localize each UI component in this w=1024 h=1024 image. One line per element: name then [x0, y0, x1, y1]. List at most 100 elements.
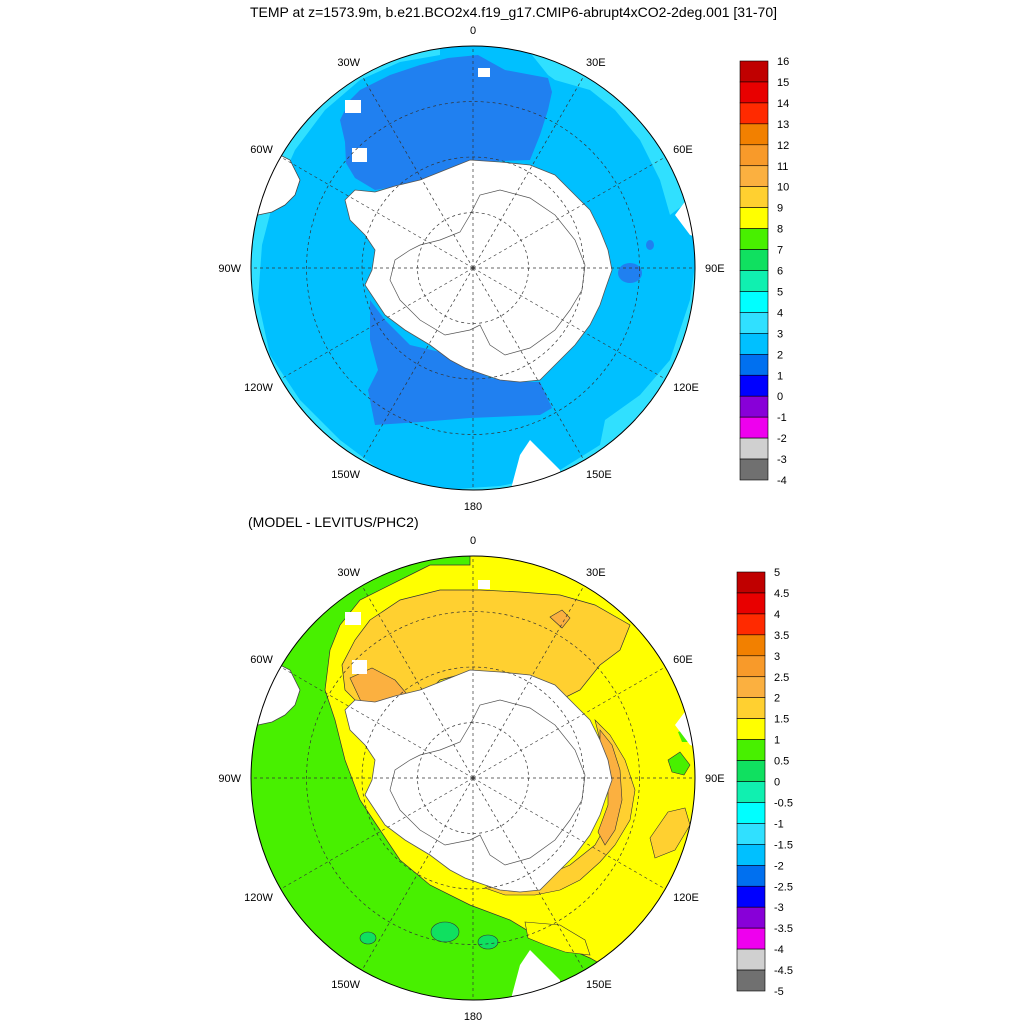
longitude-label: 90E [705, 263, 725, 275]
colorbar-tick-label: 15 [777, 77, 789, 89]
colorbar-swatch [736, 634, 766, 657]
meridian-line [361, 267, 474, 461]
meridian-line [472, 585, 585, 779]
colorbar-tick-label: 0 [777, 391, 783, 403]
green-patch-south-2 [477, 934, 499, 950]
colorbar-tick-label: -1 [777, 412, 787, 424]
latitude-circle [306, 101, 640, 435]
green-patch-east [667, 751, 691, 776]
meridian-line [472, 267, 585, 461]
colorbar-tick-label: 5 [774, 567, 780, 579]
colorbar-tick-label: 9 [777, 203, 783, 215]
colorbar-tick-label: 3 [777, 328, 783, 340]
cold-spot-east [618, 263, 642, 283]
colorbar-tick-label: 4.5 [774, 588, 789, 600]
colorbar-tick-label: -3 [774, 902, 784, 914]
meridian-line [280, 666, 474, 779]
longitude-label: 60W [250, 144, 273, 156]
meridian-line [472, 777, 666, 890]
longitude-label: 30E [586, 57, 606, 69]
top-temperature-map: 0 30E 60E 90E 120E 150E 180 150W 120W 90W 60W 30W [218, 25, 724, 513]
colorbar-tick-label: -2.5 [774, 881, 793, 893]
longitude-label: 90W [218, 773, 241, 785]
colorbar-tick-label: 0 [774, 777, 780, 789]
colorbar-swatch [736, 739, 766, 761]
island-south-sandwich [352, 148, 367, 162]
longitude-label: 0 [470, 535, 476, 547]
colorbar-swatch [736, 948, 766, 971]
colorbar-tick-label: 3.5 [774, 630, 789, 642]
longitude-label: 150E [586, 979, 612, 991]
longitude-label: 180 [464, 1011, 482, 1023]
colorbar-swatch [736, 718, 766, 740]
colorbar-swatch [739, 228, 769, 250]
colorbar-tick-label: 13 [777, 119, 789, 131]
island-south-georgia [345, 612, 361, 625]
island-south-georgia [345, 100, 361, 113]
longitude-label: 120W [244, 382, 273, 394]
green-patch-south-1 [430, 921, 460, 943]
longitude-label: 30E [586, 567, 606, 579]
colorbar-tick-label: 1.5 [774, 714, 789, 726]
meridian-line [472, 777, 585, 971]
colorbar-swatch [739, 186, 769, 208]
longitude-label: 60W [250, 654, 273, 666]
colorbar-swatch [739, 102, 769, 125]
orange-patch-north [549, 609, 571, 629]
longitude-labels: 0 30E 60E 90E 120E 150E 180 150W 120W 90W 60W 30W [218, 25, 724, 513]
difference-map: 0 30E 60E 90E 120E 150E 180 150W 120W 90W 60W 30W [218, 535, 724, 1023]
colorbar-tick-label: -2 [777, 433, 787, 445]
colorbar-swatch [736, 781, 766, 803]
green-patch-south-3 [359, 931, 377, 945]
longitude-label: 150W [331, 979, 360, 991]
colorbar-swatch [739, 207, 769, 229]
colorbar-swatch [739, 165, 769, 188]
yellow-tongue-south [524, 921, 591, 956]
colorbar-tick-label: -5 [774, 986, 784, 998]
colorbar-swatch [736, 613, 766, 636]
colorbar-tick-label: 2 [777, 349, 783, 361]
longitude-label: 90W [218, 263, 241, 275]
colorbar-tick-label: -3 [777, 454, 787, 466]
island-bouvet [478, 580, 490, 589]
meridian-line [280, 267, 474, 380]
colorbar-swatch [736, 676, 766, 699]
meridian-line [361, 777, 474, 971]
colorbar-swatch [739, 249, 769, 271]
colorbar-swatch [736, 906, 766, 929]
cold-region-ross [368, 300, 552, 425]
map-frame [250, 555, 696, 1001]
colorbar-tick-label: 4 [777, 307, 783, 319]
colorbar-tick-label: -2 [774, 860, 784, 872]
colorbar-swatch [736, 571, 766, 594]
colorbar-swatch [739, 458, 769, 481]
colorbar-swatch [739, 395, 769, 418]
meridian-line [280, 156, 474, 269]
colorbar-swatch [739, 81, 769, 104]
graticule [251, 556, 695, 1000]
colorbar-swatch [736, 823, 766, 845]
difference-colorbar: 5 4.5 4 3.5 3 2.5 2 1.5 1 0.5 0 -0.5 -1 -1.5 -2 -2.5 -3 -… [736, 567, 793, 998]
graticule [251, 46, 695, 490]
meridian-line [472, 267, 666, 380]
colorbar-tick-label: 12 [777, 140, 789, 152]
colorbar-tick-label: -3.5 [774, 923, 793, 935]
colorbar-tick-label: 8 [777, 224, 783, 236]
meridian-line [472, 156, 666, 269]
colorbar-tick-label: 1 [774, 735, 780, 747]
longitude-label: 60E [673, 144, 693, 156]
colorbar-swatch [736, 864, 766, 887]
longitude-label: 30W [337, 567, 360, 579]
colorbar-tick-label: -1.5 [774, 839, 793, 851]
colorbar-tick-label: -4 [774, 944, 784, 956]
colorbar-tick-label: 6 [777, 266, 783, 278]
longitude-label: 120W [244, 892, 273, 904]
colorbar-swatch [739, 60, 769, 83]
colorbar-swatch [739, 312, 769, 334]
colorbar-tick-label: 2.5 [774, 672, 789, 684]
green-region-west [251, 556, 651, 1000]
warm-band-west [251, 46, 440, 490]
longitude-label: 90E [705, 773, 725, 785]
